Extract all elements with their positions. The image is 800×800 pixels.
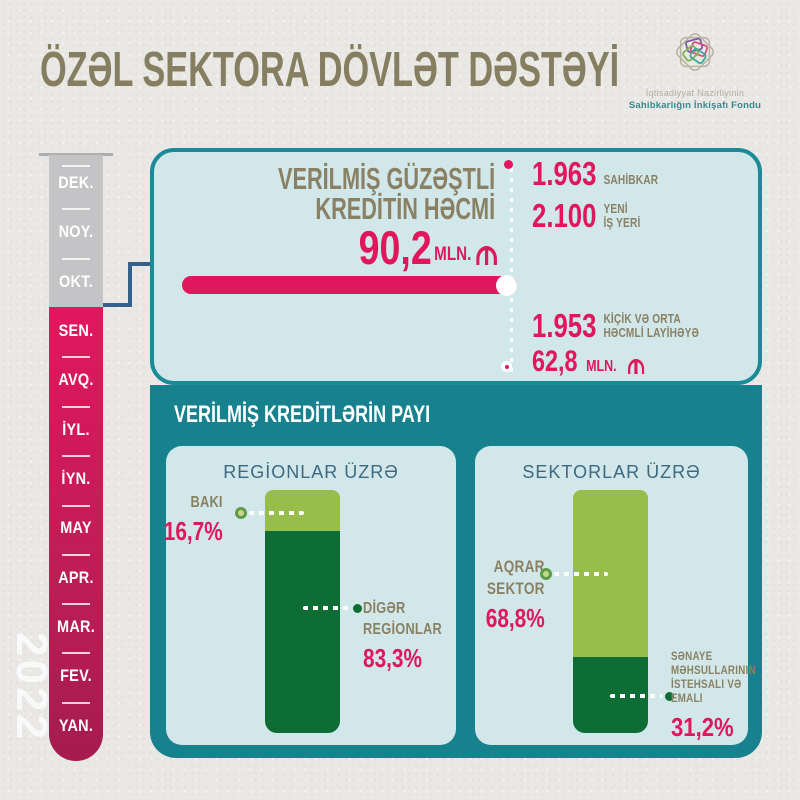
connector-line [128, 262, 154, 266]
month-divider [62, 208, 90, 210]
logo-star-icon [676, 33, 714, 71]
stat-value: 62,8 [532, 345, 578, 378]
chart-title-regions: REGİONLAR ÜZRƏ [223, 462, 399, 482]
connector-line [128, 262, 132, 307]
summary-title-line2: KREDİTİN HƏCMİ [315, 191, 495, 226]
connector-line [103, 303, 132, 307]
percent-label: 68,8% [486, 603, 545, 633]
page-title: ÖZƏL SEKTORA DÖVLƏT DƏSTƏYİ [40, 43, 620, 97]
stats-dot-top [504, 160, 513, 169]
month-divider [62, 356, 90, 358]
month-divider [62, 406, 90, 408]
segment-label: EMALI [671, 693, 703, 705]
leader-dot-dark [665, 692, 674, 701]
summary-title: VERİLMİŞ GÜZƏŞTLİ KREDİTİN HƏCMİ [277, 161, 495, 226]
leader-dot-dark [353, 604, 362, 613]
stat-unit: MLN. [586, 358, 617, 375]
leader-dot-light [235, 507, 247, 519]
timeline-month-dek: DEK. [58, 173, 94, 192]
logo-org-line2: Sahibkarlığın İnkişafı Fondu [628, 100, 762, 111]
timeline-month-fev: FEV. [60, 666, 92, 685]
segment-label: İSTEHSALI VƏ [671, 679, 742, 691]
summary-title-line1: VERİLMİŞ GÜZƏŞTLİ [277, 161, 495, 196]
timeline-month-yan: YAN. [58, 716, 94, 735]
percent-label: 16,7% [164, 516, 223, 546]
timeline-month-mar: MAR. [57, 617, 95, 636]
timeline-cap [39, 153, 113, 156]
chart-card-sectors: SEKTORLAR ÜZRƏ AQRAR SEKTOR 68,8% SƏNAYE… [475, 446, 756, 745]
stat-project-amount: 62,8 MLN. [532, 347, 644, 377]
stats-connector-line [510, 168, 513, 374]
timeline-inactive-zone [49, 155, 103, 307]
month-divider [62, 603, 90, 605]
chart-title-sectors: SEKTORLAR ÜZRƏ [522, 462, 701, 482]
month-divider [62, 258, 90, 260]
progress-bar-endpoint [496, 274, 517, 296]
percent-label: 31,2% [671, 712, 734, 742]
leader-line [554, 572, 608, 576]
month-divider [62, 652, 90, 654]
stats-dot-bottom [501, 361, 512, 372]
progress-bar [182, 274, 517, 296]
timeline: DEK. NOY. OKT. SEN. AVQ. İYL. İYN. MAY A… [39, 153, 113, 761]
label-senaye-emali: SƏNAYE MƏHSULLARININ İSTEHSALI VƏ EMALI … [671, 650, 756, 740]
stat-label: SAHİBKAR [603, 172, 659, 187]
month-divider [62, 165, 90, 167]
timeline-month-iyl: İYL. [62, 420, 90, 439]
summary-card: VERİLMİŞ GÜZƏŞTLİ KREDİTİN HƏCMİ 90,2 ML… [150, 148, 762, 385]
stat-value: 1.963 [532, 155, 597, 192]
logo-org-line1: İqtisadiyyat Nazirliyinin [645, 88, 745, 98]
ministry-logo: İqtisadiyyat Nazirliyinin Sahibkarlığın … [615, 22, 775, 111]
stat-value: 1.953 [532, 307, 597, 344]
percent-label: 83,3% [363, 643, 422, 673]
credit-amount-unit: MLN. [434, 244, 472, 266]
leader-dot-light [540, 568, 552, 580]
stat-label: KİÇİK VƏ ORTA HƏCMLİ LAYİHƏYƏ [603, 310, 700, 340]
segment-label: SEKTOR [487, 579, 545, 598]
leader-line [303, 606, 353, 610]
label-diger-regionlar: DİGƏR REGİONLAR 83,3% [363, 598, 442, 671]
label-baki: BAKI 16,7% [164, 492, 223, 544]
segment-label: REGİONLAR [363, 621, 442, 638]
timeline-month-okt: OKT. [59, 272, 93, 291]
timeline-month-avq: AVQ. [58, 370, 94, 389]
month-divider [62, 455, 90, 457]
manat-icon [476, 246, 497, 266]
segment-label: DİGƏR [363, 600, 406, 617]
segment-label: SƏNAYE [671, 651, 713, 663]
credit-amount: 90,2 MLN. [358, 221, 497, 274]
bar-segment-diger-regionlar [265, 530, 340, 733]
manat-icon [627, 359, 644, 374]
month-divider [62, 702, 90, 704]
timeline-month-sen: SEN. [58, 321, 94, 340]
stacked-bar-regions [265, 490, 340, 733]
timeline-month-noy: NOY. [58, 222, 94, 241]
credits-section-title: VERİLMİŞ KREDİTLƏRİN PAYI [174, 401, 431, 428]
stat-entrepreneurs: 1.963 SAHİBKAR [532, 157, 658, 190]
timeline-month-may: MAY [60, 518, 92, 537]
segment-label: MƏHSULLARININ [671, 665, 756, 677]
stat-new-jobs: 2.100 YENİ İŞ YERİ [532, 199, 640, 232]
credit-amount-value: 90,2 [358, 221, 432, 274]
leader-line [610, 694, 662, 698]
timeline-month-iyn: İYN. [61, 469, 91, 488]
chart-card-regions: REGİONLAR ÜZRƏ BAKI 16,7% DİGƏR REGİONLA… [164, 446, 456, 745]
label-aqrar-sektor: AQRAR SEKTOR 68,8% [486, 556, 545, 631]
timeline-month-apr: APR. [58, 568, 94, 587]
bar-segment-baki [265, 490, 340, 531]
stat-projects: 1.953 KİÇİK VƏ ORTA HƏCMLİ LAYİHƏYƏ [532, 309, 699, 342]
stat-value: 2.100 [532, 197, 597, 234]
month-divider [62, 554, 90, 556]
month-divider [62, 505, 90, 507]
segment-label: BAKI [190, 494, 223, 511]
leader-line [249, 511, 304, 515]
timeline-active-zone [49, 307, 103, 761]
stat-label: YENİ İŞ YERİ [603, 200, 641, 230]
year-watermark: 2022 [7, 632, 56, 742]
segment-label: AQRAR [493, 557, 545, 576]
